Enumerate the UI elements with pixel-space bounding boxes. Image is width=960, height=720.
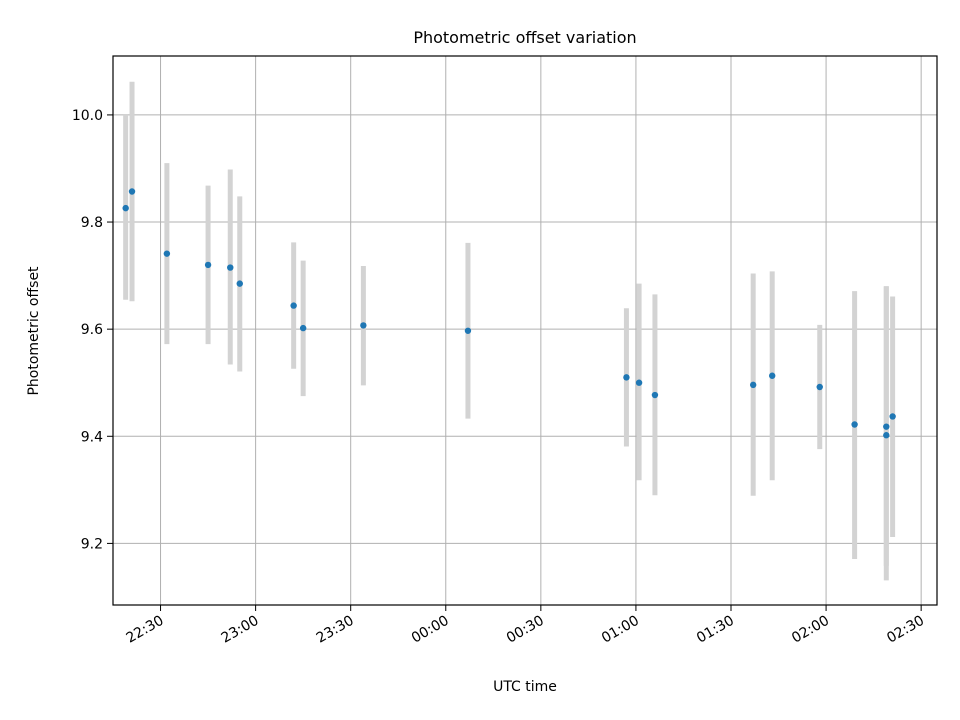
y-tick-label: 9.8 (81, 215, 103, 231)
y-tick-label: 10.0 (72, 108, 103, 124)
x-tick-label: 00:00 (409, 613, 452, 647)
x-axis-ticks: 22:30 23:00 23:30 00:00 00:30 01:00 01:30 02:00… (124, 605, 927, 647)
x-tick-label: 02:30 (884, 613, 927, 647)
data-point (883, 423, 890, 430)
data-point (122, 204, 129, 212)
data-point (623, 374, 630, 381)
data-points (122, 188, 896, 439)
x-tick-label: 22:30 (124, 613, 167, 647)
y-tick-label: 9.4 (81, 429, 103, 445)
y-axis-ticks: 9.2 9.4 9.6 9.8 10.0 (72, 108, 113, 552)
data-point (227, 264, 234, 271)
data-point (889, 413, 896, 420)
data-point (236, 280, 243, 287)
x-tick-label: 23:30 (314, 613, 357, 647)
data-point (769, 372, 776, 379)
data-point (204, 261, 212, 269)
plot-frame (112, 55, 938, 606)
data-point (464, 327, 472, 334)
x-tick-label: 00:30 (504, 613, 547, 647)
grid (113, 56, 937, 605)
y-axis-label: Photometric offset (26, 266, 42, 396)
x-tick-label: 01:30 (694, 613, 737, 647)
data-point (651, 391, 659, 399)
data-point (360, 322, 367, 329)
data-point (163, 250, 171, 257)
y-tick-label: 9.2 (81, 536, 103, 552)
data-point (635, 379, 643, 386)
x-tick-label: 23:00 (219, 613, 262, 647)
chart-title: Photometric offset variation (413, 28, 636, 47)
x-tick-label: 01:00 (599, 613, 642, 647)
data-point (816, 383, 823, 391)
y-tick-label: 9.6 (81, 322, 103, 338)
data-point (851, 421, 858, 428)
error-bars (123, 81, 896, 581)
x-tick-label: 02:00 (789, 613, 832, 647)
data-point (128, 188, 136, 195)
data-point (749, 381, 757, 389)
data-point (290, 302, 297, 309)
data-point (883, 432, 890, 439)
data-point (299, 324, 307, 332)
x-axis-label: UTC time (493, 679, 557, 695)
